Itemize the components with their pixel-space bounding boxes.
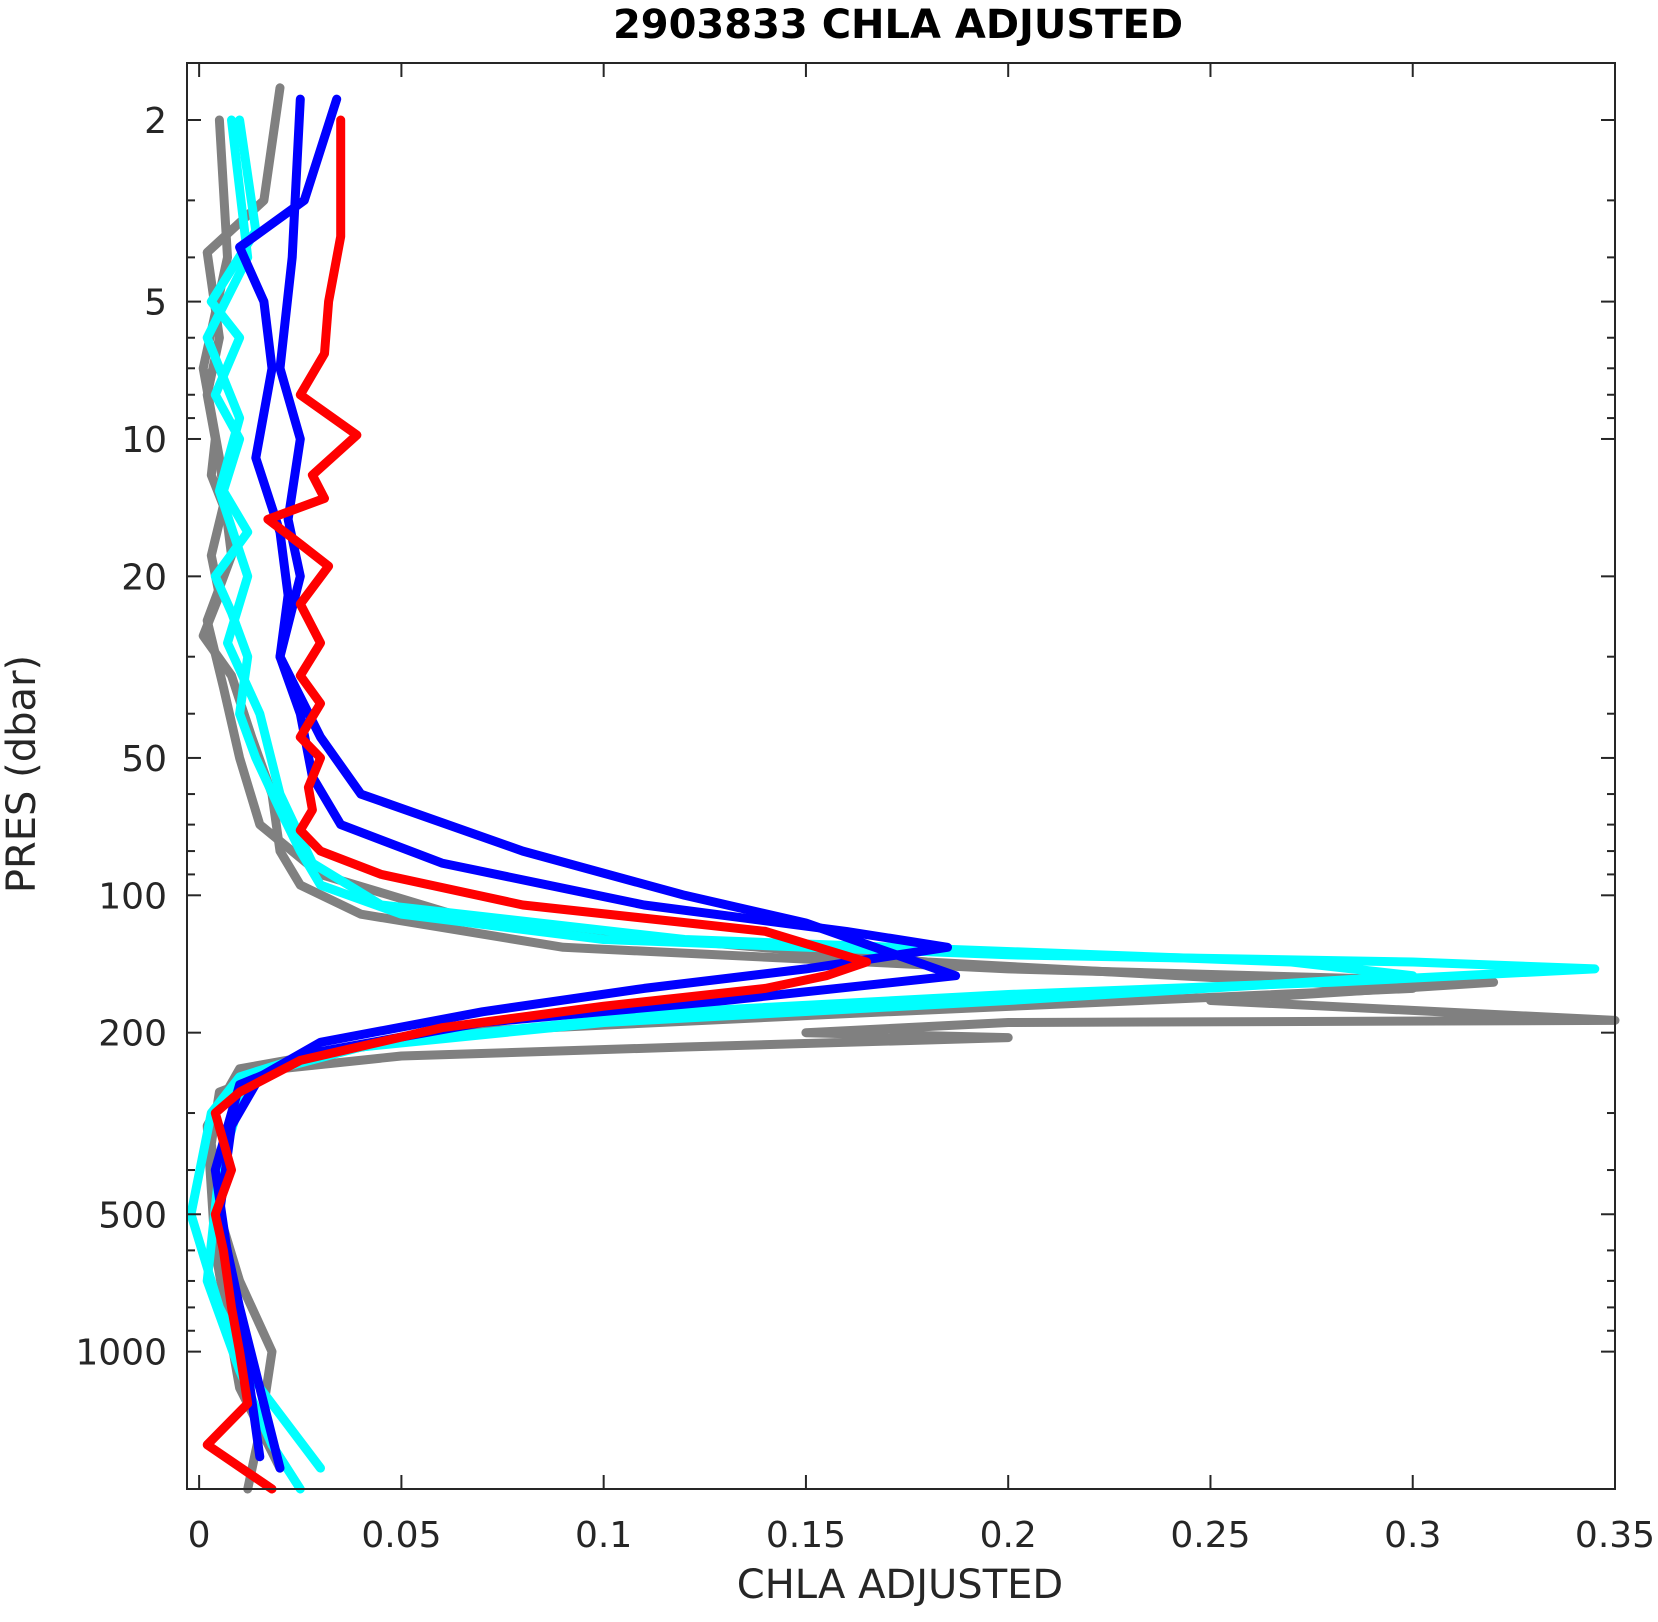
series-line-1 <box>198 83 1620 1494</box>
chart-title: 2903833 CHLA ADJUSTED <box>613 2 1183 48</box>
y-tick-label: 200 <box>98 1014 167 1055</box>
y-tick-label: 1000 <box>75 1333 167 1374</box>
y-axis-label: PRES (dbar) <box>0 655 45 893</box>
series-line-7 <box>202 115 872 1494</box>
series-line-2 <box>198 115 1418 1473</box>
x-tick-label: 0.3 <box>1384 1515 1441 1556</box>
x-tick-label: 0.2 <box>980 1515 1037 1556</box>
y-tick-label: 500 <box>98 1195 167 1236</box>
x-tick-label: 0 <box>188 1515 211 1556</box>
y-tick-label: 5 <box>144 283 167 324</box>
series-layer <box>186 83 1620 1494</box>
x-tick-label: 0.05 <box>361 1515 441 1556</box>
plot-frame <box>186 62 1616 1490</box>
x-tick-label: 0.35 <box>1575 1515 1655 1556</box>
y-tick-label: 50 <box>121 739 167 780</box>
series-line-5 <box>214 94 952 1473</box>
y-tick-label: 2 <box>144 101 167 142</box>
x-tick-label: 0.25 <box>1170 1515 1250 1556</box>
y-tick-label: 10 <box>121 420 167 461</box>
x-tick-label: 0.15 <box>766 1515 846 1556</box>
tick-layer: 0 0.05 0.1 0.15 0.2 0.25 0.3 0.35 2 5 10 20 50 100 200… <box>75 63 1655 1556</box>
y-tick-label: 100 <box>98 876 167 917</box>
series-line-3 <box>186 115 1600 1473</box>
x-axis-label: CHLA ADJUSTED <box>737 1562 1063 1608</box>
x-tick-label: 0.1 <box>575 1515 632 1556</box>
y-tick-label: 20 <box>121 557 167 598</box>
